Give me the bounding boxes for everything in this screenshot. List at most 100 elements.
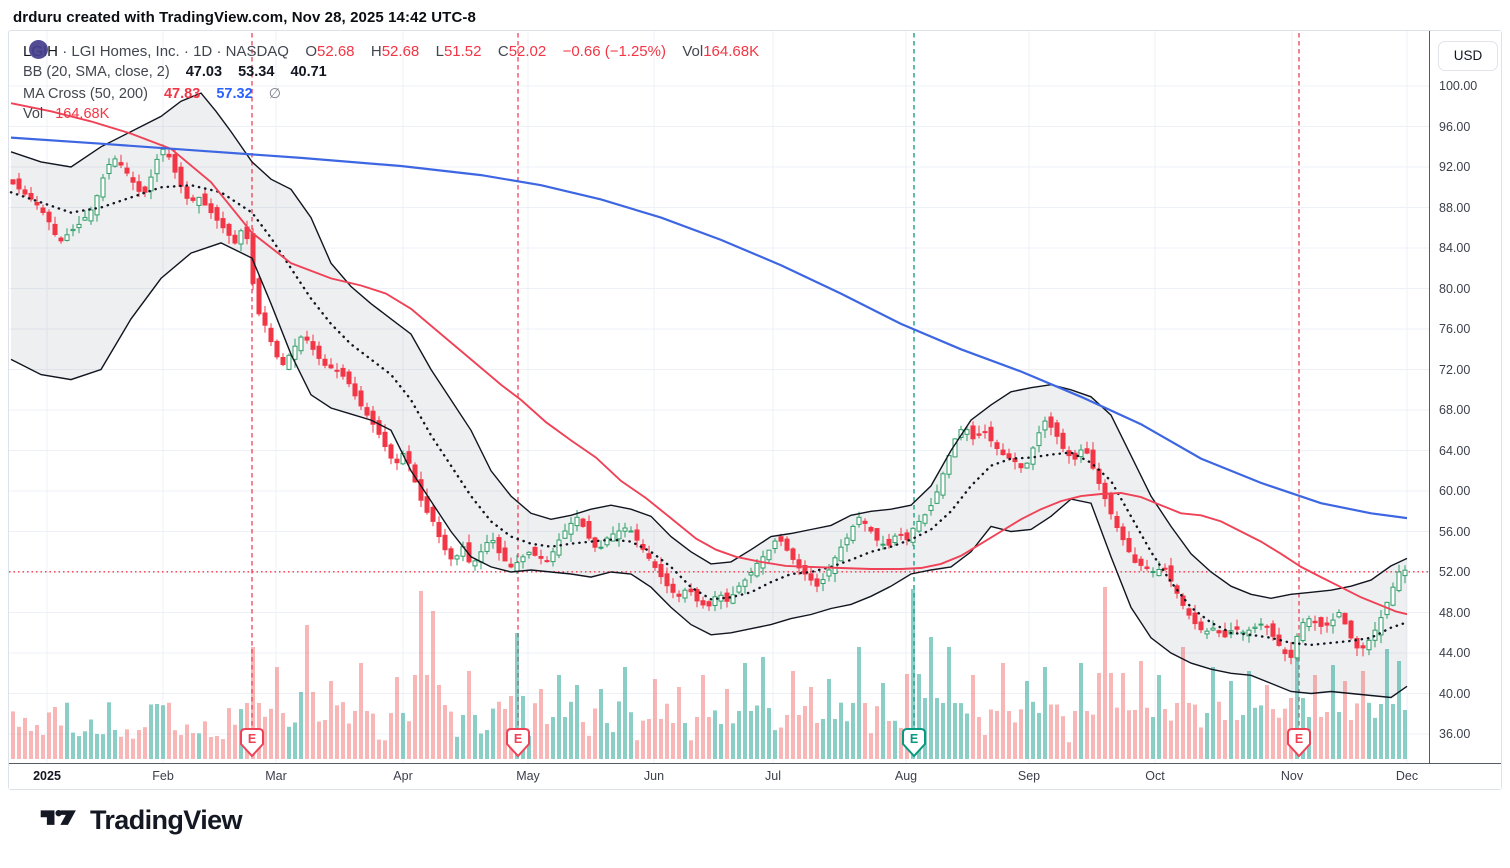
candle-body [808, 573, 814, 581]
candle-body [52, 223, 58, 235]
earnings-badge-shield [506, 728, 530, 758]
legend-ma-cross-row[interactable]: MA Cross (50, 200) 47.83 57.32 ∅ [23, 83, 759, 104]
volume-bar [1097, 673, 1101, 759]
volume-bar [1247, 671, 1251, 759]
earnings-badge[interactable]: E [506, 728, 530, 758]
price-axis[interactable]: 100.00 96.00 92.00 88.00 84.00 80.00 76.00 72.0… [1429, 31, 1501, 763]
candle-body [616, 530, 622, 540]
candle-body [1270, 623, 1276, 637]
price-axis-label: 36.00 [1439, 727, 1471, 741]
volume-bar [755, 705, 759, 759]
volume-bar [821, 719, 825, 759]
candle-body [1294, 635, 1300, 659]
candle-body [64, 234, 70, 241]
candle-body [16, 178, 22, 190]
candle-body [256, 278, 262, 315]
candle-body [922, 514, 928, 524]
volume-bar [659, 719, 663, 759]
candle-body [610, 533, 616, 542]
candle-body [1246, 629, 1252, 637]
price-axis-label: 80.00 [1439, 281, 1471, 296]
volume-bar [191, 733, 195, 759]
candle-body [484, 542, 490, 552]
price-axis-label: 64.00 [1439, 443, 1471, 458]
candle-body [1216, 630, 1222, 634]
volume-bar [113, 730, 117, 759]
candle-body [388, 444, 394, 459]
time-axis[interactable]: 2025 Feb Mar Apr May Jun Jul Aug Sep Oct Nov Dec [9, 763, 1501, 789]
price-axis-label: 92.00 [1439, 160, 1471, 174]
volume-bar [701, 675, 705, 759]
candle-body [934, 491, 940, 504]
price-axis-label: 68.00 [1439, 403, 1471, 417]
volume-bar [551, 717, 555, 759]
earnings-badge[interactable]: E [1287, 728, 1311, 758]
volume-bar [533, 703, 537, 759]
volume-bar [617, 701, 621, 759]
currency-unit-button[interactable]: USD [1438, 41, 1498, 71]
volume-bar [449, 711, 453, 759]
price-axis-label: 44.00 [1439, 646, 1471, 660]
candle-body [526, 551, 532, 556]
volume-bar [923, 698, 927, 759]
volume-bar [863, 703, 867, 759]
candle-body [1192, 612, 1198, 625]
volume-bar [1403, 710, 1407, 759]
volume-bar [1313, 675, 1317, 759]
candle-body [1096, 468, 1102, 484]
candle-body [790, 548, 796, 560]
volume-bar [785, 715, 789, 759]
volume-bar [641, 720, 645, 759]
time-axis-label: Feb [152, 769, 174, 783]
candle-body [880, 543, 886, 546]
candle-body [394, 458, 400, 464]
price-axis-label: 60.00 [1439, 484, 1471, 498]
volume-bar [1103, 587, 1107, 759]
volume-bar [425, 675, 429, 759]
candle-body [562, 530, 568, 539]
candle-body [946, 455, 952, 475]
candle-body [982, 431, 988, 434]
legend-volume-row[interactable]: Vol 164.68K [23, 104, 759, 125]
volume-bar [29, 730, 33, 759]
candle-body [298, 336, 304, 352]
candle-body [1264, 625, 1270, 628]
earnings-badge[interactable]: E [240, 728, 264, 758]
change-value: −0.66 (−1.25%) [562, 43, 666, 60]
volume-bar [1019, 709, 1023, 759]
candle-body [1090, 449, 1096, 469]
hide-indicator-icon[interactable]: ∅ [268, 85, 281, 101]
volume-bar [515, 633, 519, 759]
volume-bar [371, 713, 375, 759]
volume-bar [839, 702, 843, 759]
candle-body [1144, 566, 1150, 569]
time-axis-label: Sep [1017, 769, 1041, 783]
volume-bar [383, 740, 387, 759]
candle-body [634, 529, 640, 541]
volume-bar [401, 712, 405, 759]
earnings-badge[interactable]: E [902, 728, 926, 758]
volume-bar [1163, 709, 1167, 759]
candle-body [1150, 571, 1156, 573]
volume-bar [737, 711, 741, 759]
candle-body [376, 420, 382, 435]
legend-bb-row[interactable]: BB (20, SMA, close, 2) 47.03 53.34 40.71 [23, 62, 759, 83]
volume-bar [851, 703, 855, 759]
candle-body [1282, 649, 1288, 655]
volume-bar [1343, 681, 1347, 759]
volume-bar [779, 727, 783, 759]
volume-bar [809, 687, 813, 759]
candle-body [202, 193, 208, 206]
volume-bar [299, 692, 303, 759]
price-axis-label: 56.00 [1439, 524, 1471, 539]
candle-body [1156, 569, 1162, 577]
open-label: O [305, 43, 317, 60]
volume-bar [1043, 667, 1047, 759]
volume-bar [479, 733, 483, 759]
candle-body [772, 540, 778, 550]
tradingview-attribution[interactable]: TradingView [40, 804, 243, 837]
bb-indicator-label: BB (20, SMA, close, 2) [23, 64, 170, 80]
